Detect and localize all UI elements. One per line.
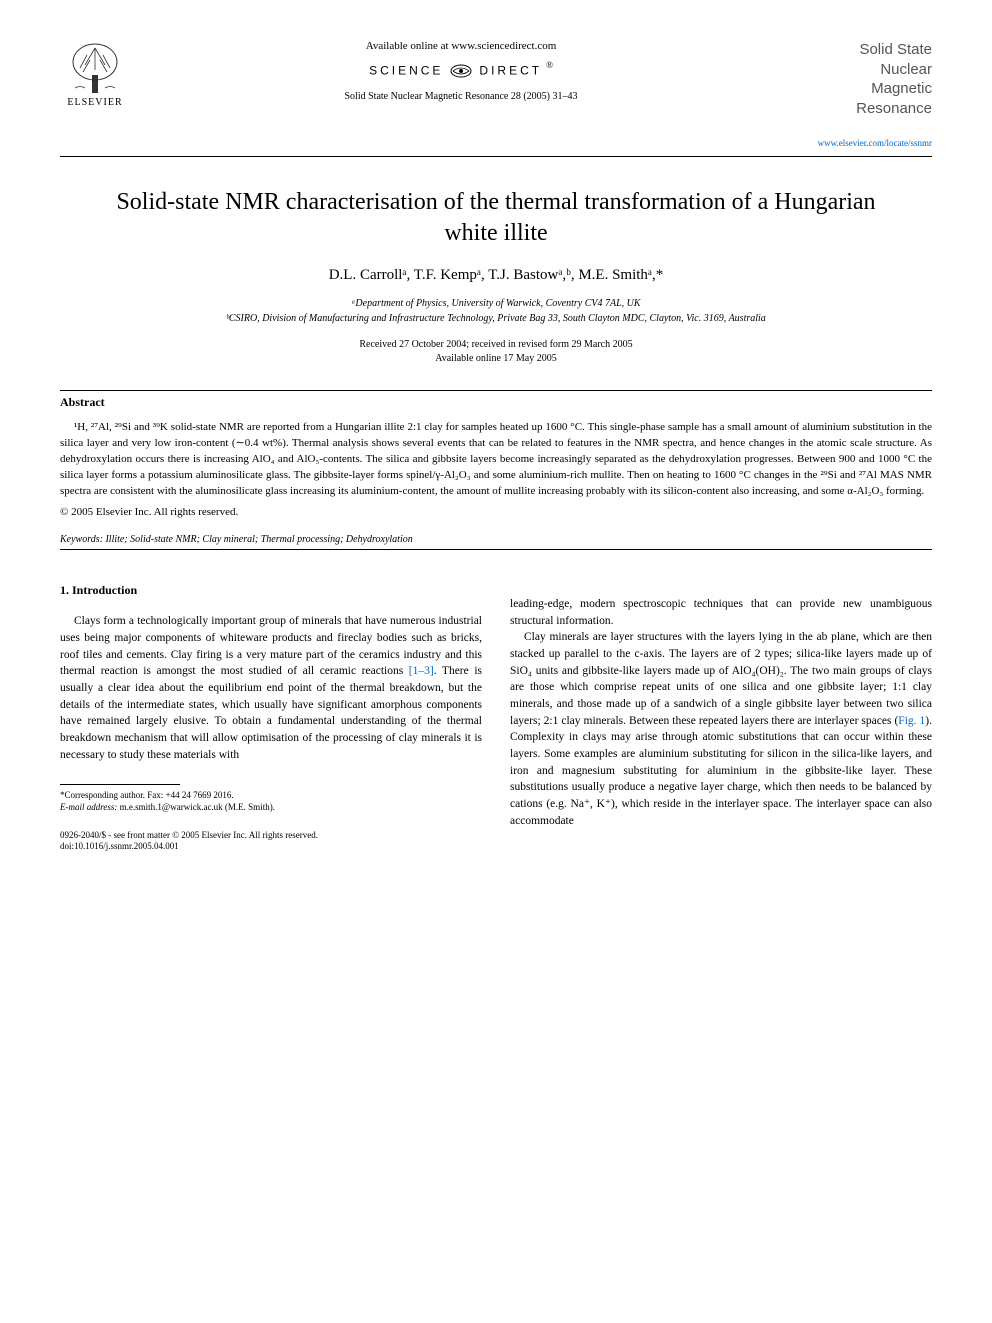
col2-para-1: Clay minerals are layer structures with … [510,629,932,829]
fig-1-link[interactable]: Fig. 1 [898,715,925,727]
section-1-heading: 1. Introduction [60,582,482,599]
footnote-divider [60,784,180,785]
header-divider [60,156,932,157]
c2p1a: Clay minerals are layer structures with … [510,631,932,726]
journal-title: Solid State Nuclear Magnetic Resonance [792,40,932,118]
sd-text-1: SCIENCE [369,63,443,77]
jt-l2: Nuclear [880,61,932,78]
abstract-bottom-divider [60,549,932,550]
available-online-text: Available online at www.sciencedirect.co… [150,40,772,52]
c2p1b: ). Complexity in clays may arise through… [510,715,932,827]
keywords-values: Illite; Solid-state NMR; Clay mineral; T… [103,534,413,545]
doi-block: 0926-2040/$ - see front matter © 2005 El… [60,830,482,853]
email-label: E-mail address: [60,802,117,812]
elsevier-tree-icon [65,40,125,95]
body-columns: 1. Introduction Clays form a technologic… [60,554,932,853]
article-dates: Received 27 October 2004; received in re… [60,338,932,366]
intro-para-1: Clays form a technologically important g… [60,613,482,763]
keywords-label: Keywords: [60,534,103,545]
email-address: m.e.smith.1@warwick.ac.uk (M.E. Smith). [117,802,275,812]
col2-continuation: leading-edge, modern spectroscopic techn… [510,596,932,629]
header-row: ELSEVIER Available online at www.science… [60,40,932,148]
abstract-body-text: ¹H, ²⁷Al, ²⁹Si and ³⁹K solid-state NMR a… [60,421,932,497]
affiliation-b: ᵇCSIRO, Division of Manufacturing and In… [60,311,932,326]
abstract-heading: Abstract [60,395,932,410]
header-center: Available online at www.sciencedirect.co… [130,40,792,102]
sd-swirl-icon [447,63,475,79]
science-direct-logo: SCIENCE DIRECT ® [150,60,772,79]
column-left: 1. Introduction Clays form a technologic… [60,554,482,853]
email-line: E-mail address: m.e.smith.1@warwick.ac.u… [60,801,482,814]
dates-received: Received 27 October 2004; received in re… [60,338,932,352]
sd-text-2: DIRECT [479,63,542,77]
journal-reference: Solid State Nuclear Magnetic Resonance 2… [150,91,772,102]
authors-line: D.L. Carrollᵃ, T.F. Kempᵃ, T.J. Bastowᵃ,… [60,267,932,284]
abstract-body: ¹H, ²⁷Al, ²⁹Si and ³⁹K solid-state NMR a… [60,420,932,500]
article-title: Solid-state NMR characterisation of the … [100,187,892,249]
journal-homepage-link[interactable]: www.elsevier.com/locate/ssnmr [792,138,932,148]
elsevier-label: ELSEVIER [67,97,122,108]
affiliation-a: ᵃDepartment of Physics, University of Wa… [60,296,932,311]
copyright-line: © 2005 Elsevier Inc. All rights reserved… [60,506,932,518]
abstract-top-divider [60,390,932,391]
ref-link-1-3[interactable]: [1–3] [409,665,434,677]
elsevier-logo: ELSEVIER [60,40,130,120]
keywords-line: Keywords: Illite; Solid-state NMR; Clay … [60,534,932,545]
footnote-block: *Corresponding author. Fax: +44 24 7669 … [60,789,482,814]
p1b: . There is usually a clear idea about th… [60,665,482,760]
column-right: leading-edge, modern spectroscopic techn… [510,554,932,853]
jt-l4: Resonance [856,100,932,117]
doi-line: doi:10.1016/j.ssnmr.2005.04.001 [60,841,482,853]
affiliations: ᵃDepartment of Physics, University of Wa… [60,296,932,326]
corresponding-author: *Corresponding author. Fax: +44 24 7669 … [60,789,482,802]
jt-l3: Magnetic [871,80,932,97]
journal-title-box: Solid State Nuclear Magnetic Resonance w… [792,40,932,148]
dates-online: Available online 17 May 2005 [60,352,932,366]
issn-line: 0926-2040/$ - see front matter © 2005 El… [60,830,482,842]
jt-l1: Solid State [859,41,932,58]
